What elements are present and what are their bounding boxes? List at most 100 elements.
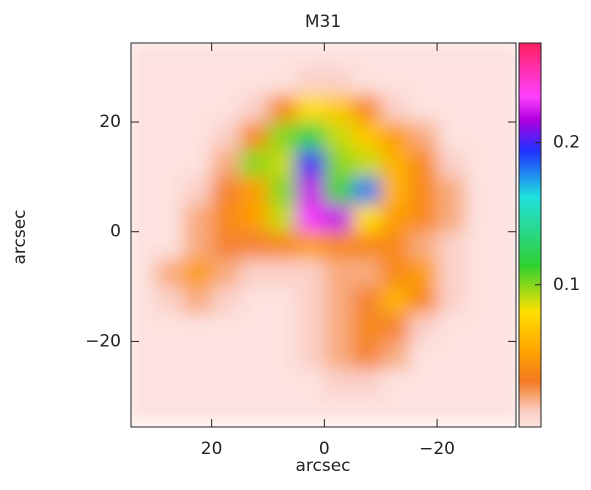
heat-cell <box>324 67 354 96</box>
heat-cell <box>493 94 516 123</box>
heat-cell <box>493 286 516 315</box>
heat-cell <box>267 231 297 260</box>
heat-cell <box>183 313 213 342</box>
heat-cell <box>380 313 410 342</box>
heat-cell <box>267 368 297 397</box>
heat-cell <box>267 121 297 150</box>
heat-cell <box>239 368 269 397</box>
heat-cell <box>493 204 516 233</box>
heat-cell <box>324 259 354 288</box>
heat-cell <box>296 259 325 288</box>
heat-cell <box>239 94 269 123</box>
heat-cell <box>183 67 213 96</box>
heat-cell <box>131 368 156 397</box>
heat-cell <box>408 231 438 260</box>
heat-cell <box>211 368 241 397</box>
heat-cell <box>437 176 466 205</box>
heat-cell <box>155 341 184 370</box>
heat-cell <box>267 286 297 315</box>
heat-cell <box>183 43 213 68</box>
heat-cell <box>493 313 516 342</box>
heat-cell <box>183 121 213 150</box>
heat-cell <box>493 43 516 68</box>
heat-cell <box>211 94 241 123</box>
heat-cell <box>131 176 156 205</box>
heat-cell <box>296 43 325 68</box>
heat-cell <box>183 149 213 178</box>
heat-cell <box>324 313 354 342</box>
heat-cell <box>465 149 494 178</box>
heat-cell <box>437 313 466 342</box>
heat-cell <box>211 396 241 425</box>
heat-cell <box>296 368 325 397</box>
heat-cell <box>465 313 494 342</box>
heat-cell <box>183 396 213 425</box>
heat-cell <box>493 176 516 205</box>
heat-cell <box>465 286 494 315</box>
heat-cell <box>380 396 410 425</box>
heat-cell <box>380 149 410 178</box>
heat-cell <box>380 286 410 315</box>
heat-cell <box>437 204 466 233</box>
heat-cell <box>155 176 184 205</box>
heat-cell <box>437 94 466 123</box>
heat-cell <box>131 67 156 96</box>
heat-cell <box>155 396 184 425</box>
heat-cell <box>296 149 325 178</box>
heat-cell <box>131 149 156 178</box>
heat-cell <box>324 121 354 150</box>
heat-cell <box>155 43 184 68</box>
heat-cell <box>380 67 410 96</box>
x-tick-label: 20 <box>201 439 223 459</box>
heat-cell <box>131 286 156 315</box>
heat-cell <box>155 94 184 123</box>
heat-cell <box>324 231 354 260</box>
heat-cell <box>437 341 466 370</box>
heat-cell <box>131 313 156 342</box>
heat-cell <box>324 286 354 315</box>
heat-cell <box>267 67 297 96</box>
heat-cell <box>296 313 325 342</box>
heat-cell <box>493 149 516 178</box>
heat-cell <box>465 341 494 370</box>
heat-cell <box>408 341 438 370</box>
y-tick-label: 20 <box>99 112 121 132</box>
heat-cell <box>437 396 466 425</box>
heat-cell <box>437 231 466 260</box>
x-tick-label: 0 <box>319 439 330 459</box>
heat-cell <box>267 259 297 288</box>
heat-cell <box>211 259 241 288</box>
heat-cell <box>493 231 516 260</box>
heat-cell <box>380 368 410 397</box>
heat-cell <box>183 176 213 205</box>
heat-cell <box>239 176 269 205</box>
heat-cell <box>155 286 184 315</box>
heat-cell <box>437 121 466 150</box>
y-tick-label: −20 <box>85 331 121 351</box>
heat-cell <box>239 231 269 260</box>
heat-cell <box>465 368 494 397</box>
heat-cell <box>239 259 269 288</box>
heat-cell <box>324 176 354 205</box>
heat-cell <box>408 396 438 425</box>
heat-cell <box>239 313 269 342</box>
heat-cell <box>408 121 438 150</box>
heat-cell <box>131 121 156 150</box>
heat-cell <box>267 149 297 178</box>
heat-cell <box>408 286 438 315</box>
heat-cell <box>296 67 325 96</box>
heat-cell <box>408 43 438 68</box>
heat-cell <box>296 121 325 150</box>
heat-cell <box>380 176 410 205</box>
heat-cell <box>352 313 382 342</box>
colorbar-tick-label: 0.2 <box>553 133 580 153</box>
heat-cell <box>352 121 382 150</box>
heat-cell <box>408 313 438 342</box>
heat-cell <box>155 67 184 96</box>
heat-cell <box>465 176 494 205</box>
x-axis-label: arcsec <box>295 456 350 476</box>
heat-cell <box>239 67 269 96</box>
heat-cell <box>211 67 241 96</box>
heat-cell <box>408 67 438 96</box>
heat-cell <box>211 341 241 370</box>
